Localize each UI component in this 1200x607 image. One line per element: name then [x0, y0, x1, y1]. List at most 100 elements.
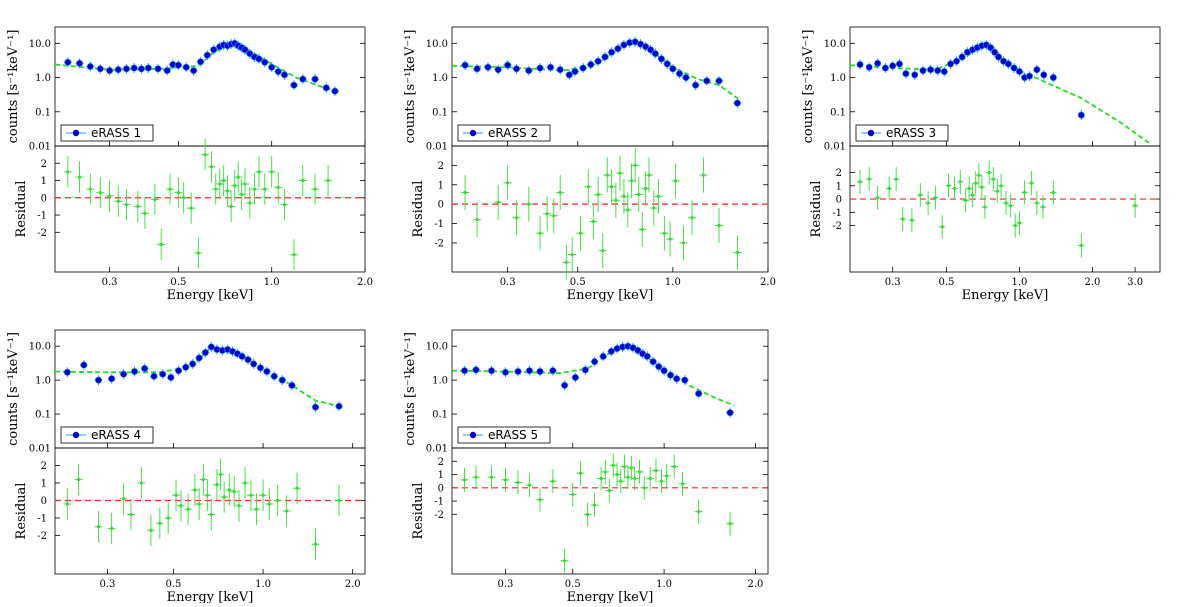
- count-point: [195, 354, 203, 362]
- res-point: [205, 493, 209, 497]
- res-point: [254, 507, 259, 511]
- y-axis-label: counts [s⁻¹keV⁻¹]: [801, 30, 816, 144]
- res-point: [901, 217, 905, 221]
- count-point: [608, 48, 616, 56]
- count-point: [203, 51, 211, 59]
- res-point: [189, 206, 193, 210]
- residual-axis-label: Residual: [411, 483, 426, 540]
- res-point: [668, 237, 672, 241]
- res-y-tick-label: -2: [37, 531, 47, 542]
- res-point: [88, 187, 92, 191]
- count-point: [651, 50, 659, 58]
- res-point: [918, 193, 922, 197]
- res-point: [463, 190, 467, 195]
- count-point: [881, 64, 889, 72]
- count-point: [607, 347, 615, 355]
- count-point: [599, 352, 607, 360]
- res-point: [626, 475, 630, 479]
- count-point: [565, 71, 573, 79]
- res-point: [475, 218, 479, 222]
- res-point: [622, 464, 627, 469]
- count-point: [154, 65, 162, 73]
- residual-axis-label: Residual: [809, 181, 824, 238]
- count-point: [1040, 71, 1048, 79]
- count-point: [571, 68, 579, 76]
- count-point: [461, 61, 469, 69]
- res-point: [735, 251, 739, 255]
- res-point: [946, 184, 951, 188]
- res-point: [301, 178, 305, 183]
- y-axis-label: counts [s⁻¹keV⁻¹]: [403, 332, 418, 446]
- res-point: [153, 197, 157, 202]
- res-y-tick-label: 1: [438, 180, 444, 191]
- res-point: [647, 173, 651, 177]
- res-y-tick-label: 2: [438, 161, 444, 172]
- count-point: [733, 99, 741, 107]
- count-point: [201, 349, 209, 357]
- count-point: [197, 58, 205, 66]
- res-point: [514, 216, 519, 220]
- count-point: [189, 360, 197, 368]
- subplot-3: 0.3 0.5 1.0 2.0 3.0 Energy [keV] 10.0 1.0 0.1 0.0…: [801, 26, 1161, 303]
- count-point: [874, 59, 882, 67]
- res-point: [652, 206, 656, 210]
- count-point: [692, 81, 700, 89]
- res-y-tick-label: -2: [37, 228, 47, 239]
- res-point: [626, 208, 630, 212]
- res-point: [313, 187, 317, 191]
- res-point: [237, 504, 241, 508]
- count-point: [322, 84, 330, 92]
- y-tick-label: 0.01: [426, 142, 448, 153]
- x-tick-label: 0.5: [170, 277, 186, 288]
- res-point: [876, 196, 880, 200]
- res-point: [203, 153, 207, 157]
- res-point: [249, 493, 253, 497]
- res-y-tick-label: 1: [41, 176, 47, 187]
- res-point: [166, 516, 170, 520]
- res-point: [503, 478, 508, 482]
- res-point: [292, 253, 296, 257]
- count-point: [311, 75, 319, 83]
- res-point: [659, 479, 664, 483]
- count-point: [175, 367, 183, 375]
- res-point: [136, 204, 140, 209]
- res-point: [1035, 201, 1039, 205]
- legend-marker: [469, 129, 477, 137]
- res-point: [656, 194, 661, 198]
- count-point: [174, 61, 182, 69]
- res-point: [592, 503, 597, 507]
- count-point: [244, 356, 252, 364]
- count-point: [494, 66, 502, 74]
- res-point: [648, 476, 652, 481]
- res-y-tick-label: -1: [37, 514, 47, 525]
- res-point: [243, 481, 247, 485]
- count-point: [663, 60, 671, 68]
- count-point: [889, 62, 897, 70]
- residual-axis-label: Residual: [411, 181, 426, 238]
- count-point: [695, 390, 703, 398]
- count-point: [63, 368, 71, 376]
- count-point: [647, 46, 655, 54]
- res-y-tick-label: 0: [41, 193, 47, 204]
- res-y-tick-label: 0: [438, 200, 444, 211]
- count-point: [1077, 111, 1085, 119]
- model-line: [451, 345, 735, 407]
- res-point: [894, 177, 898, 181]
- count-point: [1004, 60, 1012, 68]
- res-point: [124, 203, 129, 207]
- res-point: [987, 170, 991, 175]
- res-point: [227, 488, 231, 492]
- count-point: [207, 343, 215, 351]
- res-point: [474, 475, 478, 479]
- subplot-4: 0.3 0.5 1.0 2.0 Energy [keV] 10.0 1.0 0.1 0.01 2 1…: [6, 329, 366, 605]
- count-point: [655, 363, 663, 371]
- res-point: [952, 186, 957, 191]
- count-point: [676, 70, 684, 78]
- count-point: [536, 64, 544, 72]
- count-point: [94, 376, 102, 384]
- res-point: [65, 502, 69, 506]
- count-point: [290, 81, 298, 89]
- res-point: [611, 463, 615, 467]
